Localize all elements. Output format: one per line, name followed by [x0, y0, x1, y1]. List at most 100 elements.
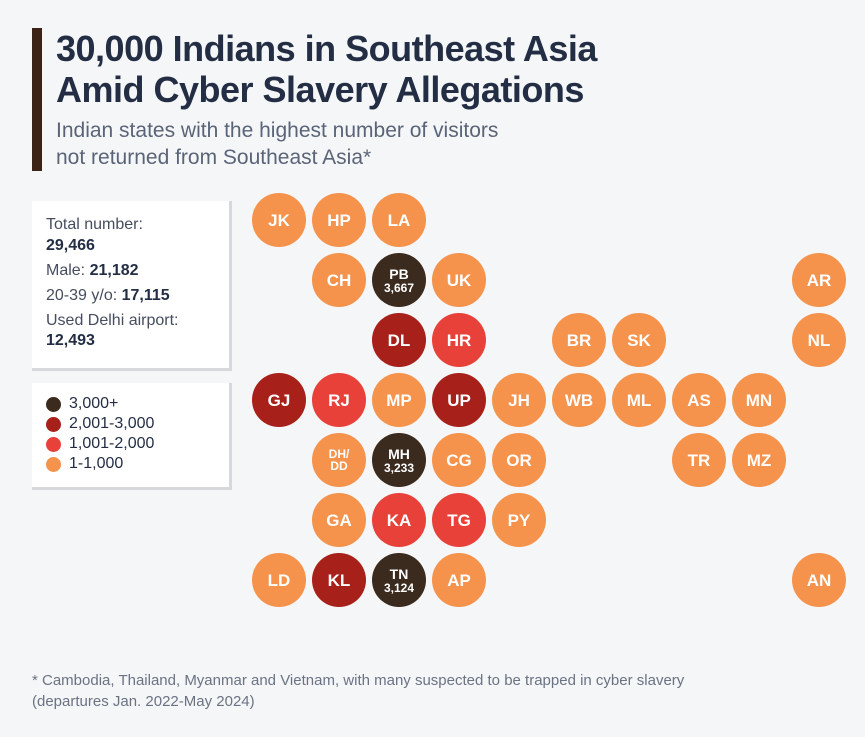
state-circle-ap: AP: [432, 553, 486, 607]
state-circle-jh: JH: [492, 373, 546, 427]
legend-label: 1,001-2,000: [69, 435, 154, 453]
state-code: PB: [389, 267, 408, 281]
state-circle-la: LA: [372, 193, 426, 247]
state-circle-tn: TN3,124: [372, 553, 426, 607]
legend-label: 3,000+: [69, 395, 118, 413]
state-circle-kl: KL: [312, 553, 366, 607]
state-code: OR: [506, 452, 532, 469]
title-line1: 30,000 Indians in Southeast Asia: [56, 28, 597, 69]
state-code: KL: [328, 572, 351, 589]
state-circle-ar: AR: [792, 253, 846, 307]
state-circle-rj: RJ: [312, 373, 366, 427]
state-circle-ch: CH: [312, 253, 366, 307]
state-code: UK: [447, 272, 472, 289]
state-circle-py: PY: [492, 493, 546, 547]
state-circle-sk: SK: [612, 313, 666, 367]
state-code: UP: [447, 392, 471, 409]
legend-label: 2,001-3,000: [69, 415, 154, 433]
state-value: 3,667: [384, 282, 414, 294]
state-code: RJ: [328, 392, 350, 409]
state-circle-up: UP: [432, 373, 486, 427]
state-circle-wb: WB: [552, 373, 606, 427]
state-code: TR: [688, 452, 711, 469]
state-circle-tr: TR: [672, 433, 726, 487]
state-circle-dl: DL: [372, 313, 426, 367]
state-code: KA: [387, 512, 412, 529]
state-circle-hr: HR: [432, 313, 486, 367]
state-circle-nl: NL: [792, 313, 846, 367]
legend-dot-icon: [46, 457, 61, 472]
state-circle-mh: MH3,233: [372, 433, 426, 487]
legend-box: 3,000+ 2,001-3,000 1,001-2,000 1-1,000: [32, 383, 232, 490]
subtitle: Indian states with the highest number of…: [56, 117, 833, 172]
state-circle-mp: MP: [372, 373, 426, 427]
state-circle-as: AS: [672, 373, 726, 427]
state-circle-pb: PB3,667: [372, 253, 426, 307]
state-circle-an: AN: [792, 553, 846, 607]
state-circle-uk: UK: [432, 253, 486, 307]
state-code: WB: [565, 392, 593, 409]
state-code: AR: [807, 272, 832, 289]
state-circle-ld: LD: [252, 553, 306, 607]
state-circle-tg: TG: [432, 493, 486, 547]
state-code: NL: [808, 332, 831, 349]
stat-male: Male: 21,182: [46, 261, 215, 282]
state-value: 3,233: [384, 462, 414, 474]
state-circle-ml: ML: [612, 373, 666, 427]
state-code: TG: [447, 512, 471, 529]
state-code: MN: [746, 392, 772, 409]
legend-row: 1-1,000: [46, 455, 215, 473]
legend-dot-icon: [46, 417, 61, 432]
state-circle-or: OR: [492, 433, 546, 487]
subtitle-line1: Indian states with the highest number of…: [56, 119, 498, 142]
state-code: HR: [447, 332, 472, 349]
state-code: PY: [508, 512, 531, 529]
legend-dot-icon: [46, 397, 61, 412]
state-code: JH: [508, 392, 530, 409]
tile-map: JK HP LA CH PB3,667 UK AR DL HR BR SK NL GJ RJ MP UP JH W…: [252, 193, 862, 673]
footnote-line2: (departures Jan. 2022-May 2024): [32, 693, 255, 710]
state-code: SK: [627, 332, 651, 349]
state-code: HP: [327, 212, 351, 229]
state-circle-mz: MZ: [732, 433, 786, 487]
stat-age: 20-39 y/o: 17,115: [46, 286, 215, 307]
state-code: CH: [327, 272, 352, 289]
footnote-line1: * Cambodia, Thailand, Myanmar and Vietna…: [32, 672, 684, 689]
state-circle-dhdd: DH/DD: [312, 433, 366, 487]
state-code: JK: [268, 212, 290, 229]
stat-airport: Used Delhi airport: 12,493: [46, 311, 215, 353]
state-value: 3,124: [384, 582, 414, 594]
stats-box: Total number: 29,466 Male: 21,182 20-39 …: [32, 201, 232, 371]
state-code: MP: [386, 392, 412, 409]
state-code: MH: [388, 447, 410, 461]
subtitle-line2: not returned from Southeast Asia*: [56, 146, 371, 169]
state-code: AP: [447, 572, 471, 589]
title: 30,000 Indians in Southeast Asia Amid Cy…: [56, 28, 833, 111]
state-circle-hp: HP: [312, 193, 366, 247]
legend-row: 1,001-2,000: [46, 435, 215, 453]
state-code: AN: [807, 572, 832, 589]
state-circle-ga: GA: [312, 493, 366, 547]
state-code: AS: [687, 392, 711, 409]
footnote: * Cambodia, Thailand, Myanmar and Vietna…: [32, 671, 684, 712]
state-code: GJ: [268, 392, 291, 409]
title-line2: Amid Cyber Slavery Allegations: [56, 69, 584, 110]
state-circle-gj: GJ: [252, 373, 306, 427]
legend-label: 1-1,000: [69, 455, 123, 473]
state-code: GA: [326, 512, 352, 529]
legend-row: 3,000+: [46, 395, 215, 413]
state-code: BR: [567, 332, 592, 349]
state-code: TN: [390, 567, 409, 581]
state-code: MZ: [747, 452, 772, 469]
state-code: LA: [388, 212, 411, 229]
state-code: CG: [446, 452, 472, 469]
state-circle-ka: KA: [372, 493, 426, 547]
stat-total: Total number: 29,466: [46, 215, 215, 257]
state-circle-mn: MN: [732, 373, 786, 427]
legend-dot-icon: [46, 437, 61, 452]
state-circle-jk: JK: [252, 193, 306, 247]
state-circle-br: BR: [552, 313, 606, 367]
state-code: DL: [388, 332, 411, 349]
header: 30,000 Indians in Southeast Asia Amid Cy…: [32, 28, 833, 171]
state-code: LD: [268, 572, 291, 589]
